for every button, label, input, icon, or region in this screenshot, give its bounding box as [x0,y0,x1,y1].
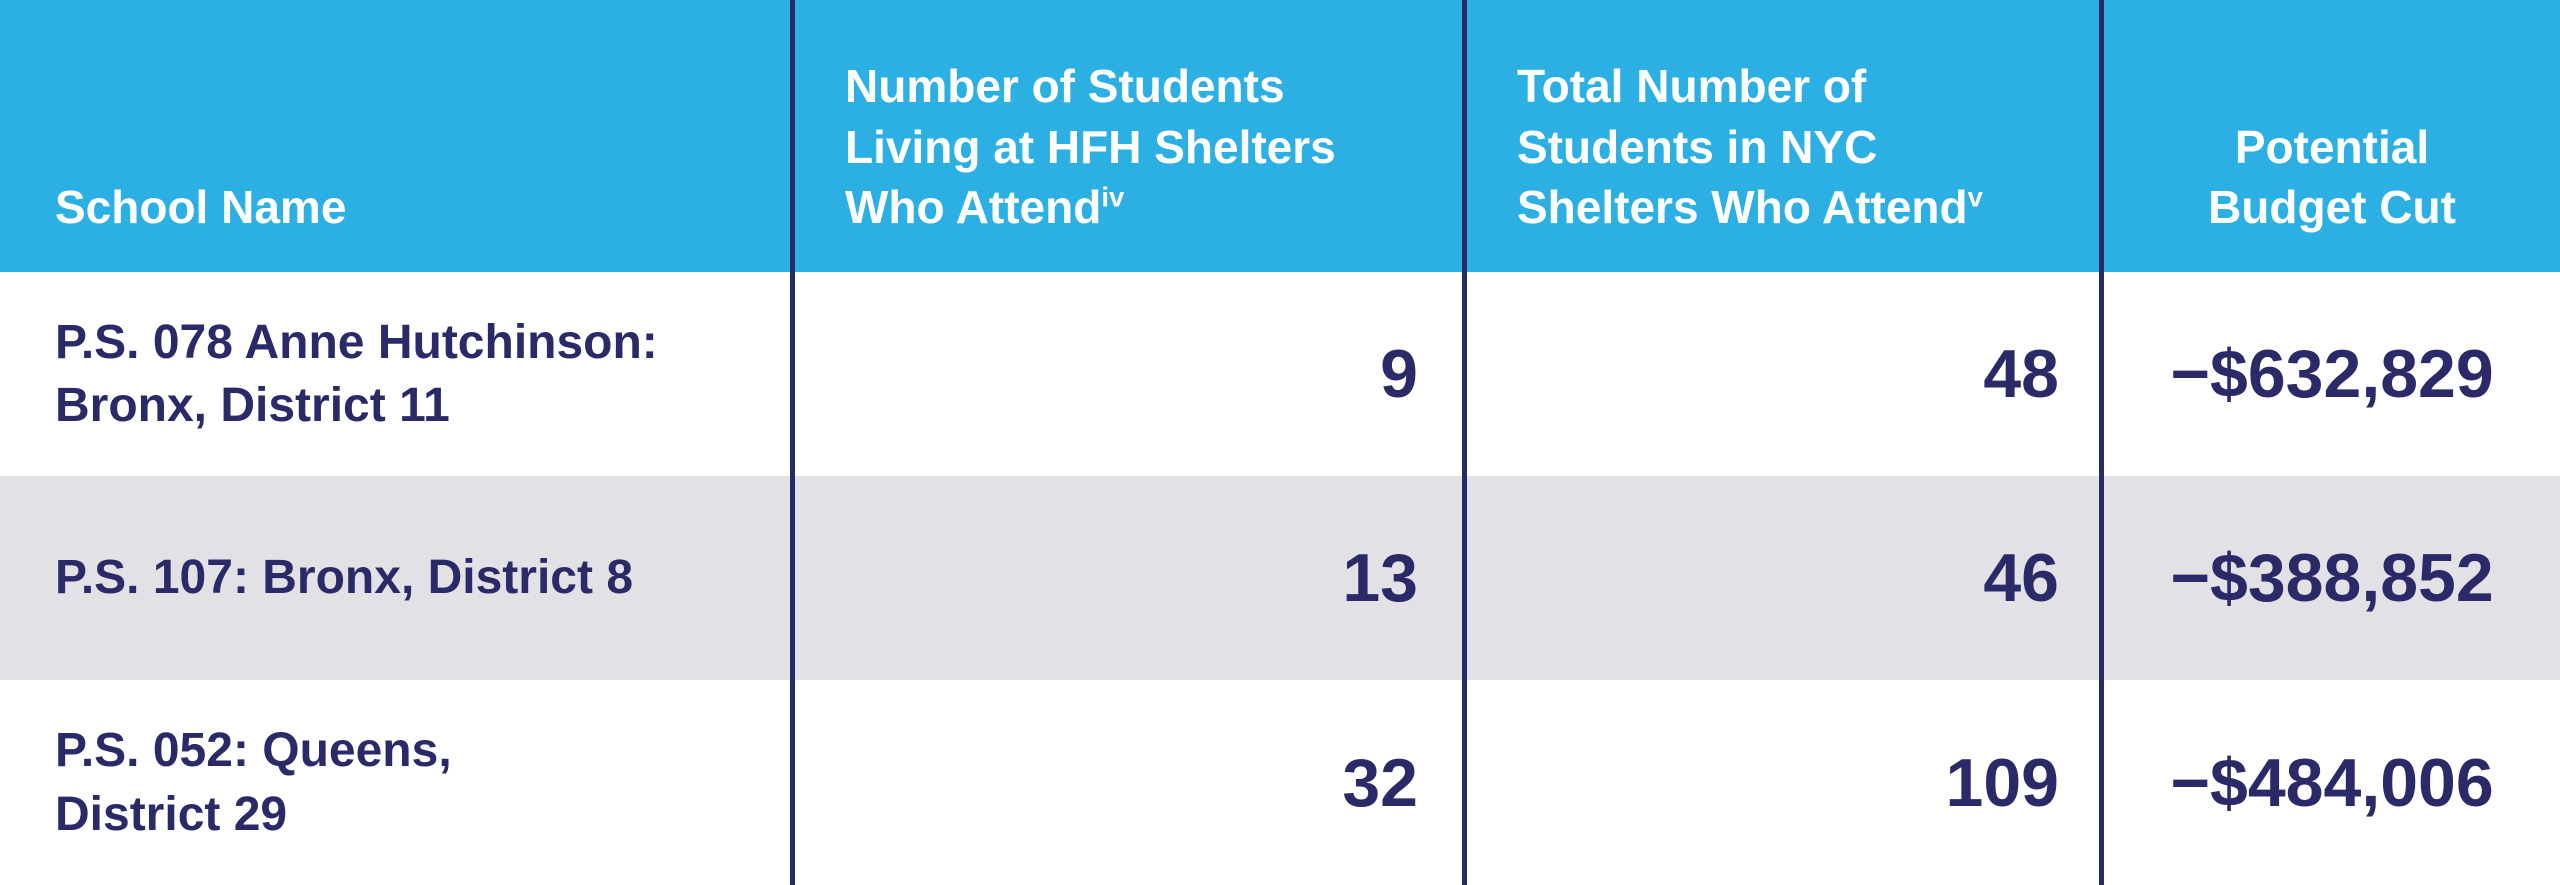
hfh-students-value: 13 [1342,540,1418,616]
nyc-students-cell: 109 [1462,680,2099,885]
header-nyc-students-label: Total Number of Students in NYC Shelters… [1517,59,1983,234]
header-school-name-label: School Name [55,181,347,234]
header-school-name: School Name [0,0,790,272]
budget-cut-value: −$388,852 [2170,540,2494,616]
nyc-students-value: 46 [1983,540,2059,616]
school-name-cell: P.S. 052: Queens, District 29 [0,680,790,885]
budget-cut-value: −$484,006 [2170,744,2494,821]
hfh-students-value: 32 [1342,744,1418,821]
school-name-text: P.S. 052: Queens, District 29 [55,724,452,841]
header-nyc-students: Total Number of Students in NYC Shelters… [1462,0,2099,272]
hfh-students-value: 9 [1380,336,1418,412]
budget-cut-value: −$632,829 [2170,336,2494,412]
header-hfh-students: Number of Students Living at HFH Shelter… [790,0,1462,272]
budget-cut-cell: −$632,829 [2099,272,2560,476]
nyc-students-cell: 48 [1462,272,2099,476]
school-name-text: P.S. 107: Bronx, District 8 [55,551,634,605]
header-budget-cut-label: Potential Budget Cut [2208,120,2456,234]
hfh-students-cell: 9 [790,272,1462,476]
footnote-marker-v: v [1967,181,1983,213]
nyc-students-value: 109 [1945,744,2059,821]
header-budget-cut: Potential Budget Cut [2099,0,2560,272]
budget-cut-cell: −$388,852 [2099,476,2560,680]
school-name-cell: P.S. 078 Anne Hutchinson: Bronx, Distric… [0,272,790,476]
header-hfh-students-label: Number of Students Living at HFH Shelter… [845,59,1336,234]
footnote-marker-iv: iv [1101,181,1125,213]
hfh-students-cell: 13 [790,476,1462,680]
school-name-cell: P.S. 107: Bronx, District 8 [0,476,790,680]
nyc-students-cell: 46 [1462,476,2099,680]
budget-cut-cell: −$484,006 [2099,680,2560,885]
hfh-students-cell: 32 [790,680,1462,885]
school-name-text: P.S. 078 Anne Hutchinson: Bronx, Distric… [55,315,658,432]
nyc-students-value: 48 [1983,336,2059,412]
